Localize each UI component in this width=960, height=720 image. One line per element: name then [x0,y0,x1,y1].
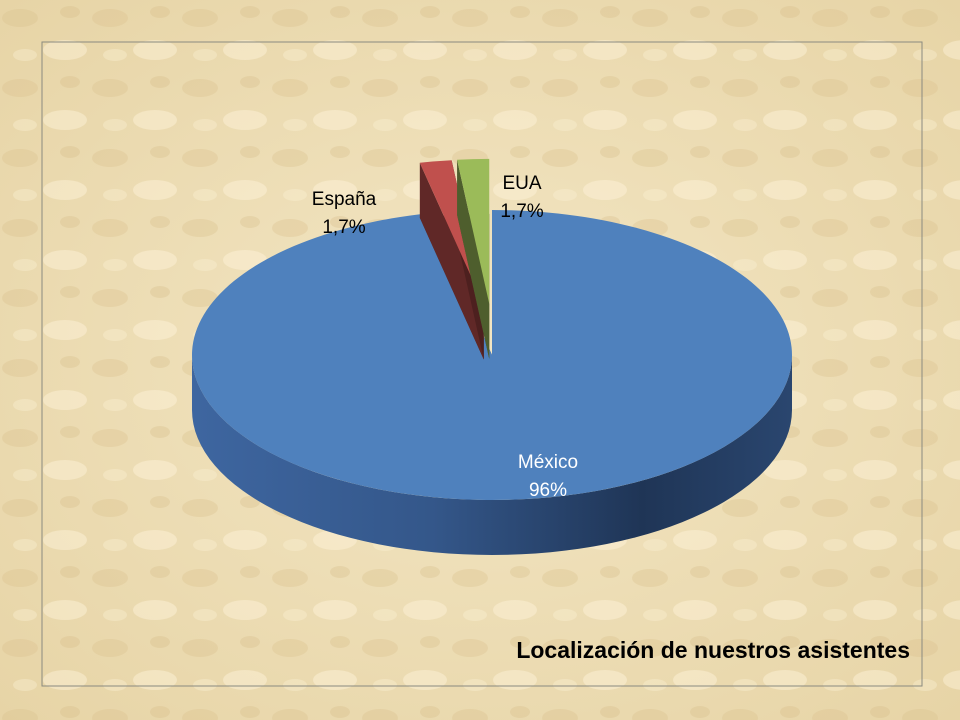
chart-title: Localización de nuestros asistentes [516,637,910,663]
slice-label: EUA [502,173,541,194]
slice-side [192,355,792,555]
slice-value-label: 1,7% [322,217,365,238]
chart-frame [41,41,923,687]
slice [419,160,484,305]
slice-label: México [518,452,578,473]
slice-value-label: 1,7% [500,201,543,222]
slice-label: España [312,189,377,210]
slice [192,210,793,500]
pie [192,158,793,555]
slice-value-label: 96% [529,480,567,501]
slice-side [457,159,490,359]
slice-side [419,162,484,360]
slice [457,158,490,304]
